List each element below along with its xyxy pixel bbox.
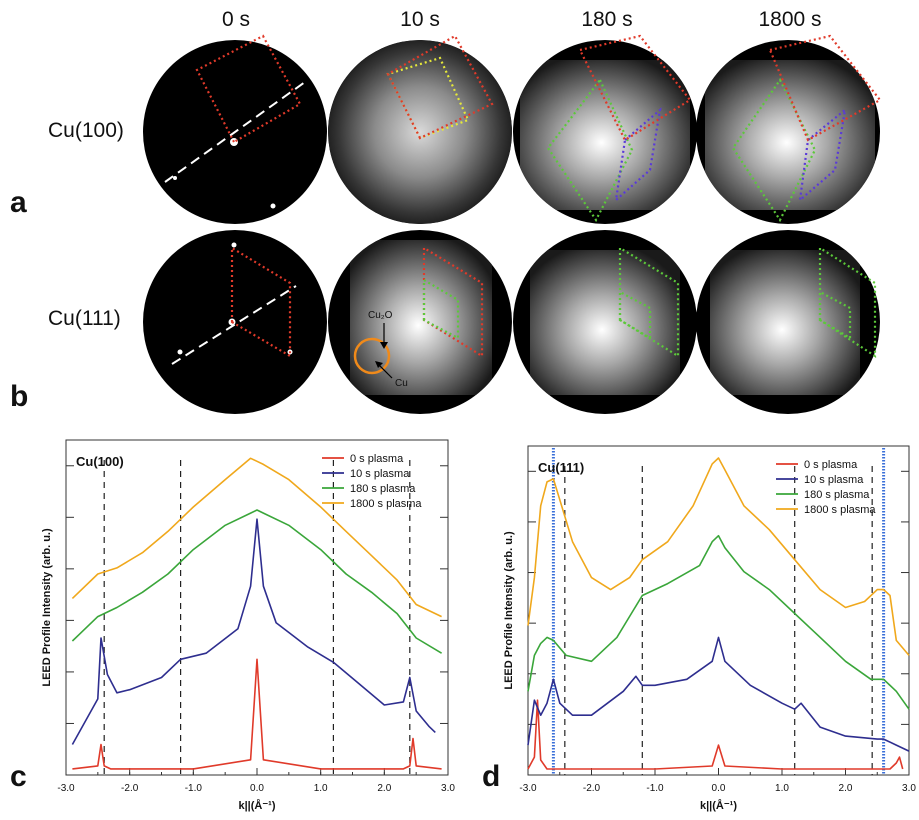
row-label-cu100: Cu(100) bbox=[48, 119, 124, 142]
x-tick-label: -1.0 bbox=[646, 783, 664, 794]
legend-label: 1800 s plasma bbox=[804, 504, 876, 516]
series-line-1800-s-plasma bbox=[71, 457, 442, 618]
series-line-180-s-plasma bbox=[527, 534, 910, 710]
panel-letter-d: d bbox=[482, 760, 501, 793]
panel-letter-c: c bbox=[10, 760, 27, 793]
legend-label: 1800 s plasma bbox=[350, 498, 422, 510]
panel-letter-b: b bbox=[10, 380, 29, 413]
x-tick-label: 2.0 bbox=[377, 783, 391, 794]
leed-image-cu111-10s: Cu₂O Cu bbox=[328, 230, 512, 414]
series-line-1800-s-plasma bbox=[527, 457, 910, 656]
leed-image-cu100-0s bbox=[143, 34, 327, 224]
legend-label: 0 s plasma bbox=[804, 459, 858, 471]
x-axis-label: k||(Å⁻¹) bbox=[700, 799, 737, 812]
time-label-180s: 180 s bbox=[581, 8, 633, 31]
legend-label: 10 s plasma bbox=[804, 474, 864, 486]
callout-oxide-label: Cu₂O bbox=[368, 310, 393, 321]
row-label-cu111: Cu(111) bbox=[48, 307, 121, 330]
chart-title: Cu(100) bbox=[76, 454, 124, 469]
y-axis-label: LEED Profile Intensity (arb. u.) bbox=[503, 531, 515, 690]
y-axis-label: LEED Profile Intensity (arb. u.) bbox=[41, 528, 53, 687]
leed-image-grid: Cu₂O Cu bbox=[143, 34, 882, 414]
callout-metal-label: Cu bbox=[395, 378, 408, 389]
legend-label: 180 s plasma bbox=[350, 483, 416, 495]
leed-image-cu111-0s bbox=[143, 230, 327, 414]
x-tick-label: 3.0 bbox=[902, 783, 916, 794]
x-tick-label: 3.0 bbox=[441, 783, 455, 794]
x-tick-label: 2.0 bbox=[839, 783, 853, 794]
legend-label: 180 s plasma bbox=[804, 489, 870, 501]
leed-image-cu111-180s bbox=[513, 230, 697, 414]
chart-cu111: -3.0 -2.0 -1.0 0.0 1.0 2.0 3.0 Cu(111) 0 s plasm… bbox=[503, 445, 916, 812]
x-tick-label: 1.0 bbox=[775, 783, 789, 794]
chart-title: Cu(111) bbox=[538, 460, 584, 475]
series-line-10-s-plasma bbox=[71, 518, 436, 745]
x-tick-label: -3.0 bbox=[57, 783, 75, 794]
leed-image-cu100-1800s bbox=[696, 34, 882, 224]
x-tick-label: -1.0 bbox=[185, 783, 203, 794]
x-tick-label: 1.0 bbox=[314, 783, 328, 794]
x-tick-label: 0.0 bbox=[250, 783, 264, 794]
time-label-1800s: 1800 s bbox=[758, 8, 822, 31]
x-tick-label: -2.0 bbox=[121, 783, 139, 794]
callout-ring bbox=[353, 337, 391, 375]
x-tick-label: -2.0 bbox=[583, 783, 601, 794]
x-tick-label: -3.0 bbox=[519, 783, 537, 794]
series-line-0-s-plasma bbox=[527, 699, 904, 770]
chart-cu100: -3.0 -2.0 -1.0 0.0 1.0 2.0 3.0 Cu(100) 0 s plasm… bbox=[41, 439, 455, 812]
legend-label: 0 s plasma bbox=[350, 453, 404, 465]
series-line-0-s-plasma bbox=[72, 658, 442, 770]
time-label-10s: 10 s bbox=[400, 8, 440, 31]
legend-label: 10 s plasma bbox=[350, 468, 410, 480]
panel-letter-a: a bbox=[10, 186, 27, 219]
leed-image-cu100-180s bbox=[513, 34, 697, 224]
leed-image-cu100-10s bbox=[328, 34, 512, 224]
series-line-10-s-plasma bbox=[527, 636, 910, 752]
leed-image-cu111-1800s bbox=[696, 230, 880, 414]
x-tick-label: 0.0 bbox=[712, 783, 726, 794]
x-axis-label: k||(Å⁻¹) bbox=[238, 799, 275, 812]
time-label-0s: 0 s bbox=[221, 8, 250, 31]
series-line-180-s-plasma bbox=[71, 509, 443, 654]
